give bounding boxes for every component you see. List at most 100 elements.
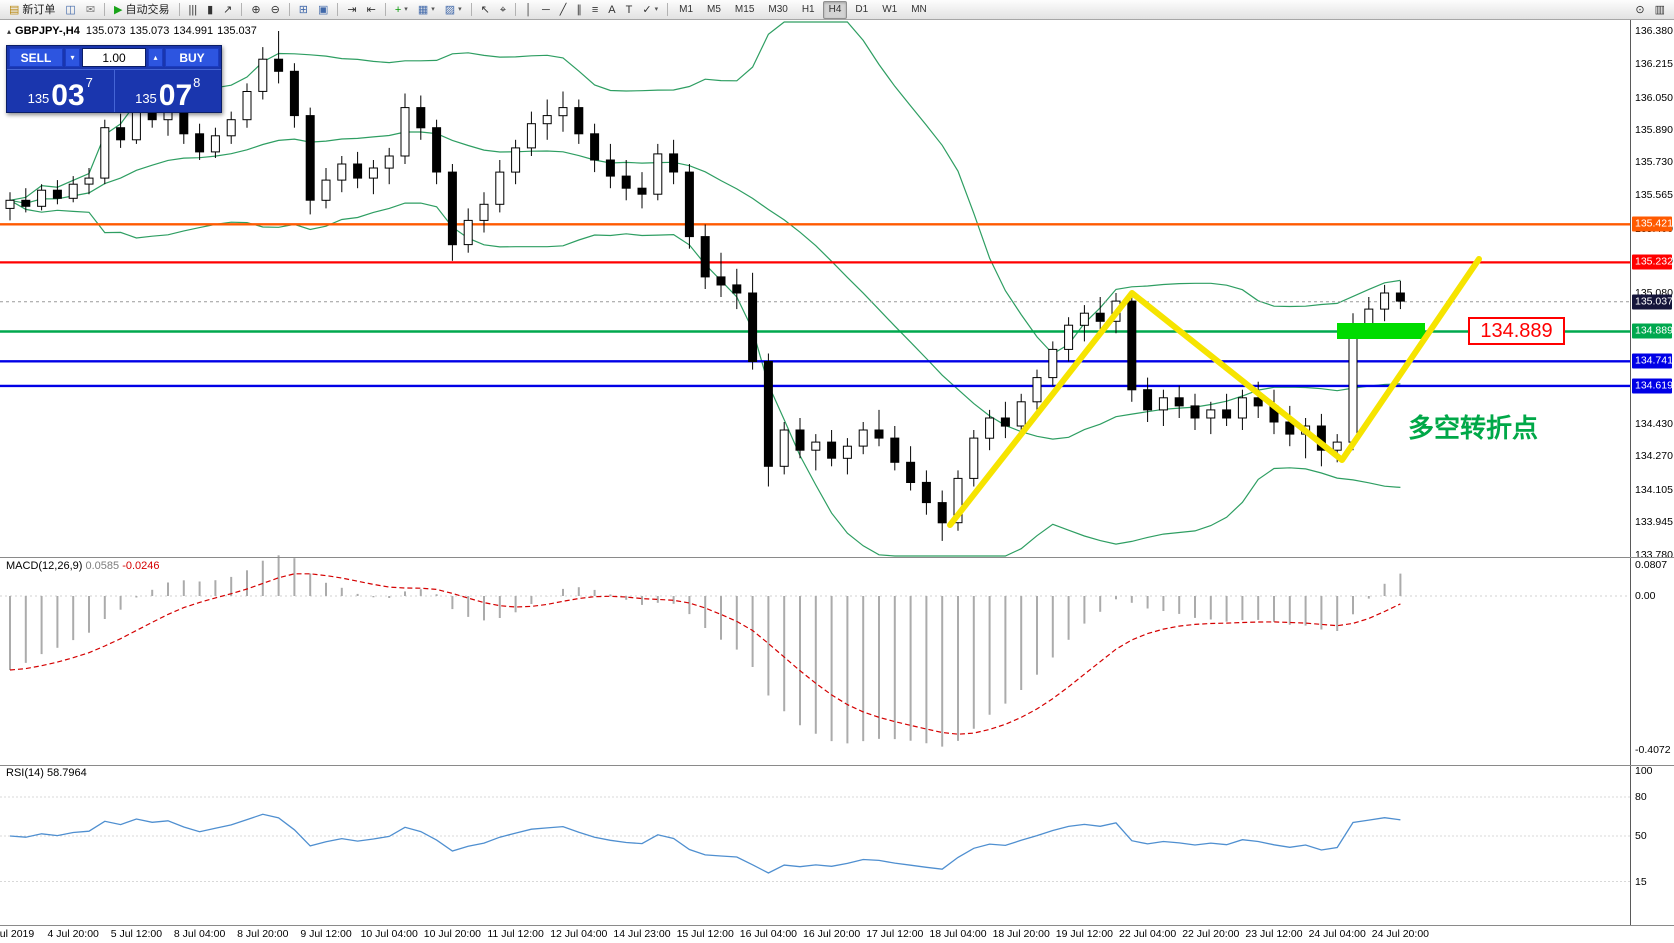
price-tick: 136.215 — [1635, 58, 1673, 71]
candle-body — [937, 502, 947, 524]
channel-button[interactable]: ∥ — [571, 1, 587, 19]
candle-body — [1032, 377, 1042, 403]
rsi-axis-tick: 15 — [1635, 875, 1647, 888]
cursor-button[interactable]: ↖ — [476, 1, 495, 19]
cascade-windows-button[interactable]: ▣ — [313, 1, 333, 19]
volume-stepper[interactable]: ▴ — [148, 48, 163, 67]
price-axis[interactable]: 136.380 136.215 136.050 135.890 135.730 135.5… — [1630, 20, 1674, 925]
time-label: 14 Jul 23:00 — [613, 928, 671, 940]
chevron-down-icon: ▾ — [654, 5, 659, 13]
fibonacci-button[interactable]: ≡ — [587, 1, 603, 19]
templates-icon: ▨ — [444, 3, 456, 16]
tile-windows-button[interactable]: ⊞ — [294, 1, 313, 19]
price-tick: 134.430 — [1635, 418, 1673, 430]
chart-shift-button[interactable]: ⇤ — [362, 1, 381, 19]
timeframe-mn-button[interactable]: MN — [911, 3, 927, 15]
highlight-zone — [1337, 323, 1425, 339]
mail-button[interactable]: ✉ — [81, 1, 100, 19]
timeframe-h4-button[interactable]: H4 — [822, 0, 848, 19]
trendline-button[interactable]: ╱ — [555, 1, 572, 19]
chevron-down-icon: ▾ — [70, 53, 75, 62]
price-tag-135.421[interactable]: 135.421 — [1632, 216, 1673, 232]
play-icon: ▶ — [114, 3, 123, 16]
cursor-icon: ↖ — [480, 3, 490, 16]
price-tag-135.232[interactable]: 135.232 — [1632, 254, 1673, 270]
layout-button[interactable]: ▥ — [1650, 1, 1670, 19]
candle-body — [195, 133, 205, 153]
candle-body — [842, 445, 852, 459]
candle-body — [116, 127, 126, 141]
chevron-up-icon: ▴ — [153, 53, 158, 62]
price-tick: 133.945 — [1635, 515, 1673, 528]
macd-axis-tick: 0.0807 — [1635, 559, 1668, 572]
vertical-line-button[interactable]: │ — [520, 1, 537, 19]
zigzag-trendline[interactable] — [947, 256, 1482, 528]
candle-body — [5, 199, 15, 209]
autotrade-button[interactable]: ▶ 自动交易 — [109, 1, 174, 19]
ohlc-open: 135.073 — [85, 25, 126, 37]
collapse-panel-icon[interactable]: ▴ — [7, 27, 12, 36]
zoom-in-button[interactable]: ⊕ — [246, 1, 265, 19]
volume-input[interactable] — [82, 48, 146, 67]
timeframe-w1-button[interactable]: W1 — [882, 3, 898, 15]
indicators-button[interactable]: + ▾ — [390, 1, 413, 19]
toolbar-separator — [178, 3, 180, 16]
zoom-in-icon: ⊕ — [251, 3, 261, 16]
timeframe-h1-button[interactable]: H1 — [801, 3, 815, 15]
search-button[interactable]: ⊙ — [1630, 1, 1649, 19]
toolbar-separator — [384, 3, 386, 16]
price-tag-134.889[interactable]: 134.889 — [1632, 323, 1673, 339]
fibonacci-icon: ≡ — [591, 3, 599, 16]
horizontal-line-button[interactable]: ─ — [537, 1, 555, 19]
line-chart-type-button[interactable]: ↗ — [218, 1, 237, 19]
sell-button[interactable]: SELL — [9, 48, 63, 67]
arrows-button[interactable]: ✓ ▾ — [637, 1, 663, 19]
time-label: 15 Jul 12:00 — [676, 928, 734, 940]
ohlc-low: 134.991 — [173, 25, 214, 37]
current-price-tag[interactable]: 135.037 — [1632, 294, 1673, 310]
templates-button[interactable]: ▨ ▾ — [440, 1, 467, 19]
bar-chart-type-button[interactable]: ||| — [184, 1, 203, 19]
new-chart-button[interactable]: ◫ — [60, 1, 80, 19]
candlestick-type-button[interactable]: ▮ — [202, 1, 218, 19]
buy-button[interactable]: BUY — [165, 48, 219, 67]
buy-price-display[interactable]: 135 07 8 — [115, 70, 222, 112]
zoom-out-button[interactable]: ⊖ — [266, 1, 285, 19]
timeframe-m30-button[interactable]: M30 — [768, 3, 788, 15]
chevron-down-icon: ▾ — [404, 5, 408, 13]
timeframe-d1-button[interactable]: D1 — [855, 3, 869, 15]
candle-body — [684, 171, 694, 238]
new-order-button-label: 新订单 — [22, 3, 56, 16]
toolbar-separator — [104, 3, 106, 16]
arrow-objects-icon: ✓ — [642, 3, 652, 16]
price-tag-134.741[interactable]: 134.741 — [1632, 353, 1673, 369]
label-button[interactable]: T — [621, 1, 638, 19]
candle-body — [1079, 312, 1089, 326]
auto-scroll-button[interactable]: ⇥ — [342, 1, 361, 19]
text-button[interactable]: A — [603, 1, 620, 19]
macd-axis-tick: -0.4072 — [1635, 743, 1671, 756]
sell-options-button[interactable]: ▾ — [65, 48, 80, 67]
panel-separator-macd[interactable] — [0, 557, 1674, 558]
timeframe-m1-button[interactable]: M1 — [679, 3, 694, 15]
sell-price-display[interactable]: 135 03 7 — [7, 70, 114, 112]
timeframe-m15-button[interactable]: M15 — [734, 3, 755, 15]
chart-shift-icon: ⇤ — [366, 3, 376, 16]
timeframe-m5-button[interactable]: M5 — [707, 3, 721, 15]
new-order-button[interactable]: ▤ 新订单 — [4, 1, 60, 19]
candle-body — [353, 163, 363, 179]
candle-body — [179, 111, 189, 135]
candle-body — [1174, 397, 1184, 407]
ohlc-high: 135.073 — [129, 25, 170, 37]
candle-body — [558, 107, 568, 117]
crosshair-button[interactable]: ⌖ — [495, 1, 511, 19]
time-axis[interactable]: 4 Jul 2019 4 Jul 20:00 5 Jul 12:00 8 Jul 04… — [0, 926, 1630, 943]
periods-button[interactable]: ▦ ▾ — [413, 1, 440, 19]
candle-body — [368, 167, 378, 179]
price-tag-134.619[interactable]: 134.619 — [1632, 378, 1673, 394]
mail-icon: ✉ — [85, 3, 96, 16]
price-callout[interactable]: 134.889 — [1468, 317, 1565, 345]
panel-separator-rsi[interactable] — [0, 765, 1674, 766]
